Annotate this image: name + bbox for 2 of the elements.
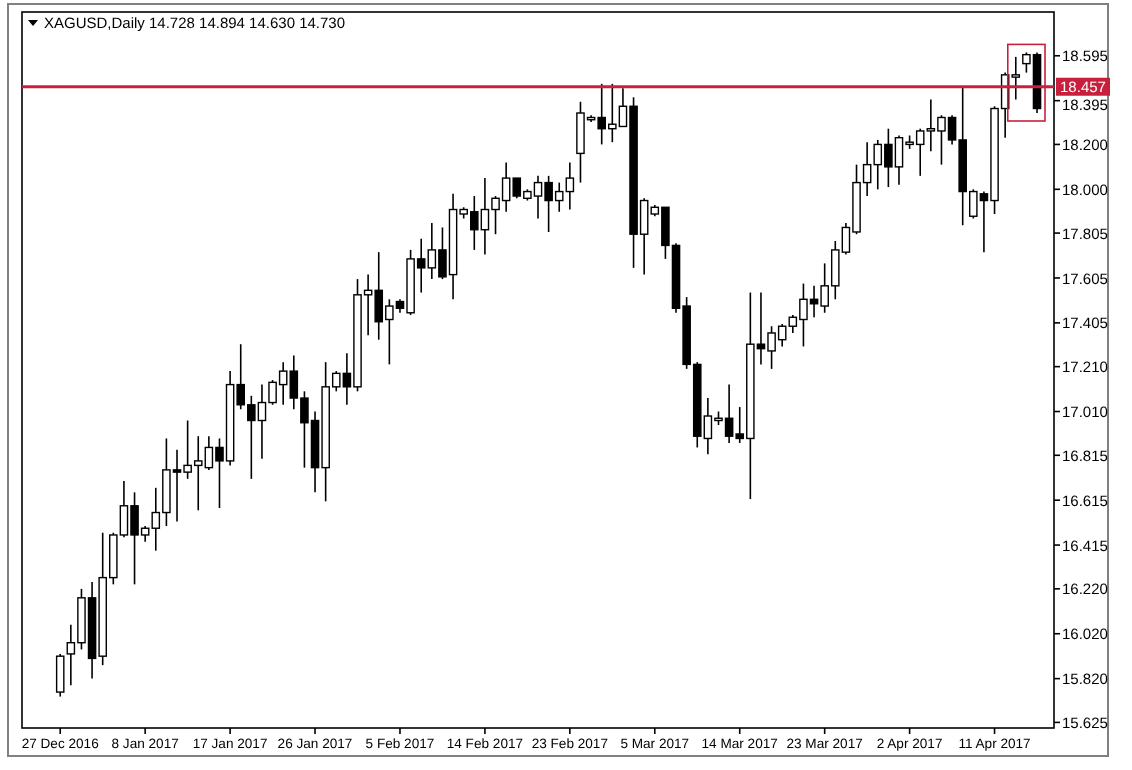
candlestick xyxy=(1011,56,1021,101)
candlestick xyxy=(55,653,65,698)
